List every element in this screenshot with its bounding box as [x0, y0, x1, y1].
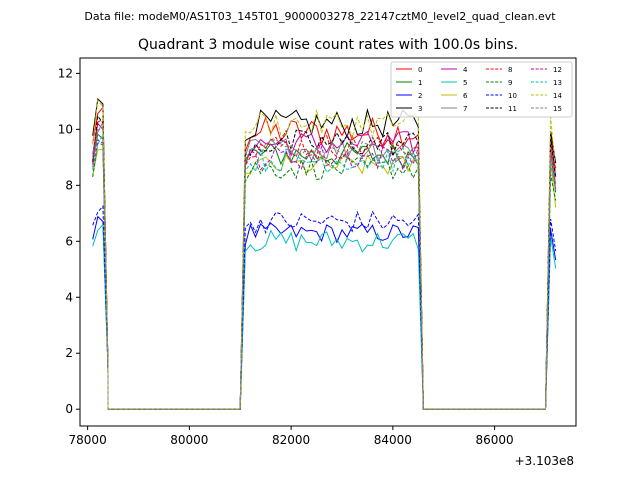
legend-label-3: 3	[418, 105, 422, 113]
series-line-5	[92, 223, 557, 410]
legend-label-1: 1	[418, 79, 422, 87]
legend-label-4: 4	[463, 66, 468, 74]
data-file-label: Data file: modeM0/AS1T03_145T01_90000032…	[84, 10, 556, 23]
series-line-2	[92, 215, 557, 410]
series-line-0	[92, 106, 557, 410]
legend-label-2: 2	[418, 92, 422, 100]
y-tick-label: 0	[65, 402, 73, 416]
legend-label-11: 11	[508, 105, 517, 113]
series-line-15	[92, 126, 557, 410]
y-axis: 0 2 4 6 8 10 12	[58, 66, 80, 416]
x-offset-label: +3.103e8	[515, 454, 574, 468]
legend-label-14: 14	[553, 92, 562, 100]
x-axis: 78000 80000 82000 84000 86000	[69, 426, 514, 447]
y-tick-label: 4	[65, 290, 73, 304]
series-line-14	[92, 98, 557, 410]
series-line-8	[92, 118, 557, 410]
y-tick-label: 2	[65, 346, 73, 360]
legend-label-5: 5	[463, 79, 467, 87]
x-tick-label: 80000	[170, 433, 208, 447]
legend-label-0: 0	[418, 66, 422, 74]
x-tick-label: 86000	[476, 433, 514, 447]
series-layer	[92, 97, 557, 410]
legend-label-12: 12	[553, 66, 562, 74]
series-line-3	[92, 97, 557, 410]
legend-label-6: 6	[463, 92, 468, 100]
x-tick-label: 78000	[69, 433, 107, 447]
plot-frame	[79, 57, 577, 427]
x-tick-label: 84000	[374, 433, 412, 447]
y-tick-label: 10	[58, 122, 73, 136]
legend-box	[390, 61, 573, 118]
series-line-12	[92, 138, 557, 410]
legend-label-7: 7	[463, 105, 467, 113]
legend-label-13: 13	[553, 79, 562, 87]
series-line-1	[92, 133, 557, 410]
legend-label-10: 10	[508, 92, 517, 100]
x-tick-label: 82000	[272, 433, 310, 447]
series-line-6	[92, 148, 557, 410]
series-line-9	[92, 142, 557, 410]
y-tick-label: 6	[65, 234, 73, 248]
legend-label-8: 8	[508, 66, 512, 74]
legend-label-15: 15	[553, 105, 562, 113]
legend-label-9: 9	[508, 79, 512, 87]
y-tick-label: 12	[58, 66, 73, 80]
chart-title: Quadrant 3 module wise count rates with …	[138, 37, 518, 53]
series-line-13	[92, 133, 557, 410]
y-tick-label: 8	[65, 178, 73, 192]
series-line-10	[92, 204, 557, 410]
